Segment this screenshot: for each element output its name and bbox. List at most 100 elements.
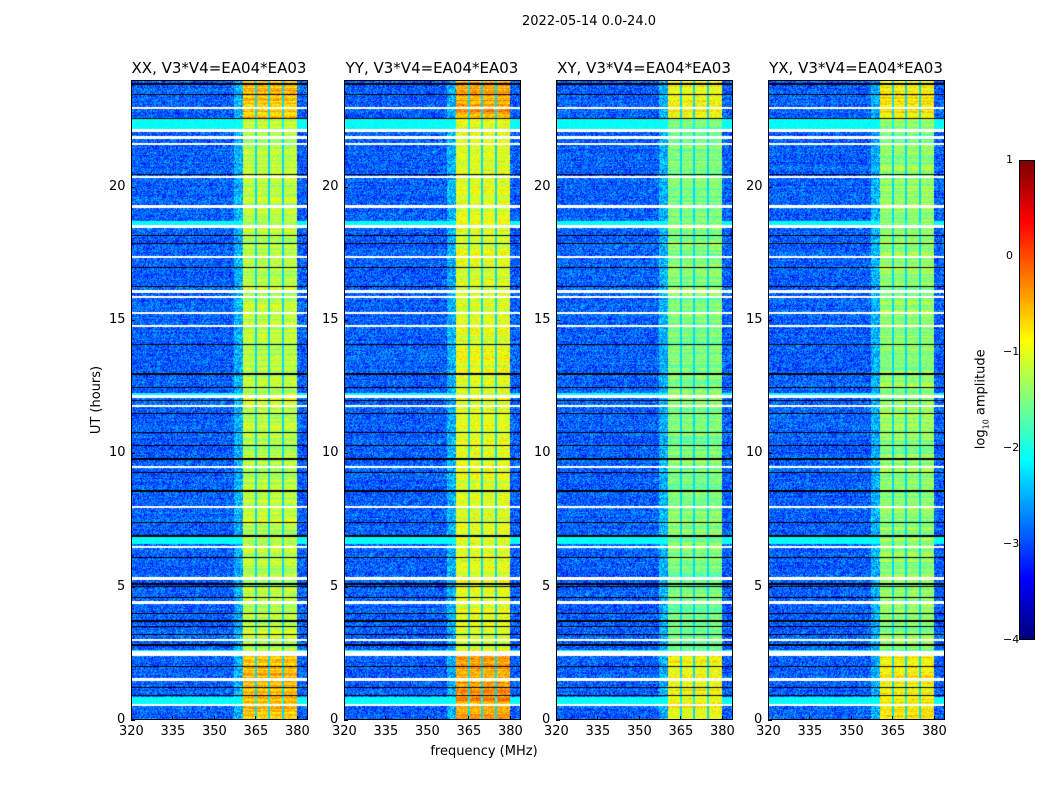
x-tick-mark — [721, 716, 723, 720]
x-axis-label: frequency (MHz) — [430, 744, 538, 759]
y-tick-mark — [344, 320, 348, 321]
x-tick-label: 380 — [921, 724, 947, 739]
y-tick-mark — [131, 453, 135, 455]
x-tick-label: 320 — [544, 724, 569, 739]
x-tick-label: 365 — [880, 724, 906, 739]
x-tick-label: 365 — [456, 724, 482, 739]
y-tick-mark — [768, 720, 772, 721]
y-tick-mark — [556, 720, 560, 721]
y-tick-mark — [344, 186, 348, 188]
colorbar-tick-label: −2 — [1003, 441, 1020, 454]
x-tick-label: 320 — [756, 724, 781, 739]
y-tick-mark — [131, 720, 135, 721]
x-tick-mark — [213, 716, 215, 720]
x-tick-mark — [468, 716, 470, 720]
y-tick-mark — [768, 453, 772, 455]
y-tick-mark — [556, 186, 560, 188]
x-tick-label: 350 — [201, 724, 227, 739]
heatmap-image — [345, 81, 520, 719]
y-tick-label: 15 — [534, 312, 551, 327]
panel-title: XX, V3*V4=EA04*EA03 — [131, 59, 307, 77]
x-tick-mark — [638, 716, 640, 720]
y-tick-label: 15 — [746, 312, 763, 327]
y-tick-mark — [344, 720, 348, 721]
heatmap-panel — [344, 80, 521, 720]
colorbar — [1019, 160, 1035, 640]
heatmap-panel — [556, 80, 733, 720]
y-tick-label: 0 — [330, 712, 339, 727]
y-tick-label: 20 — [322, 178, 339, 194]
y-tick-mark — [556, 453, 560, 455]
figure-title: 2022-05-14 0.0-24.0 — [522, 14, 656, 29]
colorbar-tick-label: 0 — [1006, 249, 1013, 262]
x-tick-label: 365 — [668, 724, 694, 739]
y-tick-mark — [768, 186, 772, 188]
x-tick-mark — [768, 716, 769, 720]
x-tick-label: 380 — [284, 724, 310, 739]
x-tick-mark — [892, 716, 894, 720]
y-axis-label: UT (hours) — [89, 365, 104, 435]
x-tick-mark — [597, 716, 599, 720]
x-tick-mark — [255, 716, 257, 720]
y-tick-label: 10 — [109, 445, 126, 461]
y-tick-mark — [556, 320, 560, 321]
x-tick-mark — [509, 716, 511, 720]
x-tick-mark — [426, 716, 428, 720]
x-tick-label: 380 — [709, 724, 735, 739]
x-tick-label: 350 — [414, 724, 440, 739]
y-tick-mark — [131, 586, 135, 588]
y-tick-label: 20 — [746, 178, 763, 194]
y-tick-label: 5 — [754, 578, 763, 594]
y-tick-label: 20 — [109, 178, 126, 194]
x-tick-mark — [556, 716, 557, 720]
panel-title: YY, V3*V4=EA04*EA03 — [345, 59, 519, 77]
x-tick-label: 350 — [838, 724, 864, 739]
y-tick-mark — [556, 586, 560, 588]
heatmap-panel — [768, 80, 945, 720]
y-tick-mark — [131, 320, 135, 321]
colorbar-tick-label: −1 — [1003, 345, 1020, 358]
panel-title: XY, V3*V4=EA04*EA03 — [557, 59, 731, 77]
colorbar-tick-label: 1 — [1006, 153, 1013, 166]
x-tick-label: 335 — [160, 724, 186, 739]
heatmap-image — [557, 81, 732, 719]
y-tick-label: 5 — [330, 578, 339, 594]
x-tick-mark — [850, 716, 852, 720]
y-tick-label: 15 — [322, 312, 339, 327]
y-tick-mark — [131, 186, 135, 188]
x-tick-mark — [680, 716, 682, 720]
colorbar-tick-label: −3 — [1003, 537, 1020, 550]
y-tick-mark — [344, 453, 348, 455]
y-tick-label: 20 — [534, 178, 551, 194]
y-tick-label: 0 — [117, 712, 126, 727]
heatmap-image — [769, 81, 944, 719]
x-tick-mark — [296, 716, 298, 720]
y-tick-mark — [768, 586, 772, 588]
x-tick-mark — [131, 716, 132, 720]
x-tick-mark — [809, 716, 811, 720]
x-tick-label: 335 — [797, 724, 823, 739]
y-tick-label: 10 — [746, 445, 763, 461]
y-tick-label: 10 — [534, 445, 551, 461]
x-tick-label: 380 — [497, 724, 523, 739]
colorbar-label: log10 amplitude — [974, 339, 991, 459]
y-tick-mark — [344, 586, 348, 588]
panel-title: YX, V3*V4=EA04*EA03 — [769, 59, 943, 77]
x-tick-mark — [344, 716, 345, 720]
heatmap-image — [132, 81, 307, 719]
y-tick-label: 0 — [542, 712, 551, 727]
x-tick-label: 335 — [585, 724, 611, 739]
x-tick-label: 320 — [332, 724, 357, 739]
x-tick-label: 320 — [119, 724, 144, 739]
y-tick-label: 10 — [322, 445, 339, 461]
colorbar-label-sub: 10 — [981, 419, 991, 430]
colorbar-label-rest: amplitude — [973, 349, 989, 420]
x-tick-label: 350 — [626, 724, 652, 739]
colorbar-label-main: log — [973, 429, 989, 450]
heatmap-panel — [131, 80, 308, 720]
y-tick-label: 5 — [117, 578, 126, 594]
x-tick-mark — [385, 716, 387, 720]
colorbar-tick-label: −4 — [1003, 633, 1020, 646]
y-tick-label: 0 — [754, 712, 763, 727]
